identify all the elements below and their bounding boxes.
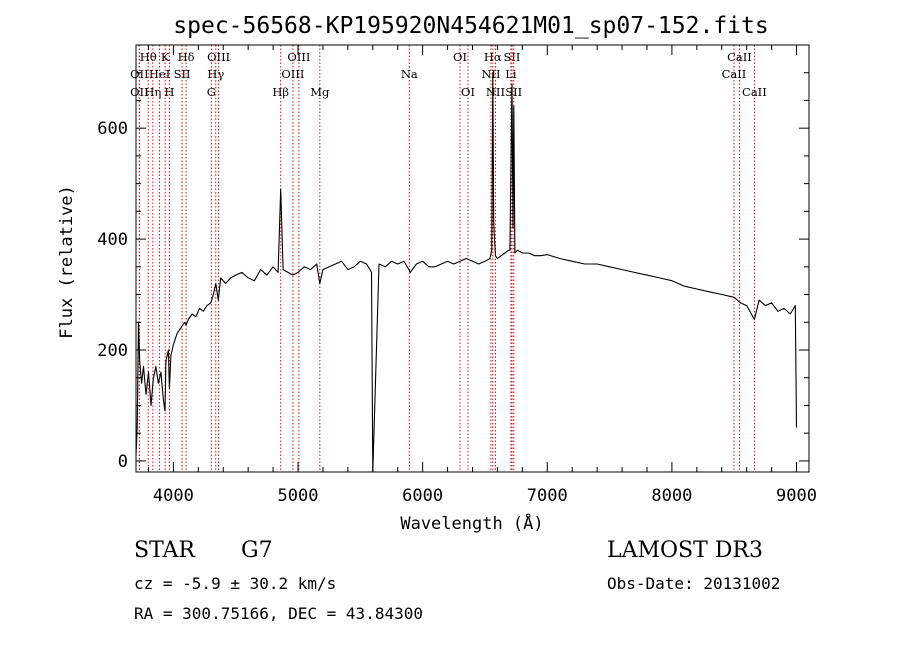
spectrum-series [135,72,798,473]
x-tick-label-1: 5000 [278,486,319,506]
marker-label-27: CaII [742,85,767,99]
ra-dec-coords: RA = 300.75166, DEC = 43.84300 [134,604,423,623]
marker-label-5: K [161,50,170,64]
marker-label-25: CaII [727,50,752,64]
marker-label-20: NII [481,67,500,81]
marker-label-4: HeI [149,67,170,81]
marker-label-16: Na [401,67,418,81]
marker-label-1: Hθ [140,50,157,64]
y-tick-label-0: 0 [118,452,128,472]
x-tick-label-4: 8000 [651,486,692,506]
x-tick-label-0: 4000 [153,486,194,506]
obs-date: Obs-Date: 20131002 [607,574,781,593]
x-tick-label-2: 6000 [402,486,443,506]
marker-label-3: Hη [144,85,161,99]
marker-label-2: OII [130,85,149,99]
survey-name: LAMOST DR3 [607,538,763,563]
marker-label-26: CaII [722,67,747,81]
object-subclass: G7 [241,538,273,563]
marker-label-12: Hβ [272,85,289,99]
marker-label-21: NII [486,85,505,99]
plot-frame [135,44,810,473]
marker-label-22: SII [504,50,521,64]
x-tick-label-5: 9000 [776,486,817,506]
marker-label-7: SII [174,67,191,81]
chart-title: spec-56568-KP195920N454621M01_sp07-152.f… [173,13,768,39]
marker-label-11: G [207,85,216,99]
marker-label-17: OI [453,50,467,64]
marker-label-9: OIII [207,50,230,64]
marker-label-13: OIII [287,50,310,64]
marker-label-24: SII [505,85,522,99]
marker-label-19: Hα [484,50,502,64]
axes: 4000 5000 6000 7000 8000 9000 0 200 400 600 [97,44,817,506]
y-axis-label: Flux (relative) [57,185,77,339]
y-tick-label-1: 200 [97,341,128,361]
marker-label-15: Mg [310,85,330,99]
marker-label-14: OIII [281,67,304,81]
marker-label-6: H [164,85,174,99]
y-tick-label-3: 600 [97,119,128,139]
object-class: STAR [134,538,195,563]
y-tick-label-2: 400 [97,230,128,250]
redshift-cz: cz = -5.9 ± 30.2 km/s [134,574,337,593]
marker-label-10: Hγ [207,67,224,81]
marker-label-23: Li [505,67,517,81]
marker-label-8: Hδ [178,50,195,64]
spectrum-line [135,72,798,473]
x-axis-label: Wavelength (Å) [400,512,543,534]
marker-label-18: OI [461,85,475,99]
x-tick-label-3: 7000 [527,486,568,506]
